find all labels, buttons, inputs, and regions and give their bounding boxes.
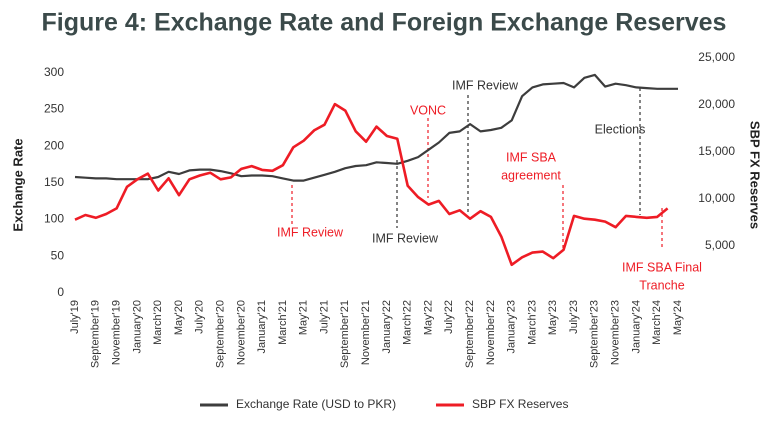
data-line [74, 73, 678, 182]
x-tick-label: July'21 [318, 300, 330, 334]
x-tick-label: November'22 [485, 300, 497, 365]
y2-axis-label: SBP FX Reserves [748, 121, 763, 229]
y-tick-label: 100 [44, 212, 64, 226]
y-tick-label: 300 [44, 65, 64, 79]
y-tick-label: 50 [51, 248, 65, 262]
x-tick-label: March'22 [402, 300, 414, 345]
x-tick-label: January'21 [256, 300, 268, 353]
x-tick-label: January'23 [506, 300, 518, 353]
annotation: IMF SBA [506, 150, 557, 164]
x-tick-label: March'21 [277, 300, 289, 345]
x-tick-label: March'23 [526, 300, 538, 345]
legend-label: SBP FX Reserves [472, 397, 568, 411]
y-tick-label: 200 [44, 138, 64, 152]
y2-tick-label: 20,000 [698, 97, 735, 111]
x-tick-label: November'19 [110, 300, 122, 365]
x-tick-label: July'19 [69, 300, 81, 334]
x-tick-label: May'21 [298, 300, 310, 335]
x-tick-label: January'22 [381, 300, 393, 353]
y2-tick-label: 10,000 [698, 191, 735, 205]
y-tick-label: 250 [44, 102, 64, 116]
x-tick-label: September'23 [589, 300, 601, 368]
y-tick-label: 150 [44, 175, 64, 189]
x-tick-label: July'20 [194, 300, 206, 334]
x-tick-label: November'21 [360, 300, 372, 365]
legend-label: Exchange Rate (USD to PKR) [236, 397, 396, 411]
x-tick-label: September'20 [214, 300, 226, 368]
annotation: agreement [501, 168, 561, 182]
x-tick-label: September'22 [464, 300, 476, 368]
y-axis-label: Exchange Rate [10, 138, 25, 231]
x-tick-label: September'21 [339, 300, 351, 368]
annotation: Tranche [639, 278, 684, 292]
annotation: IMF Review [372, 231, 439, 245]
annotation: IMF SBA Final [622, 260, 702, 274]
x-tick-label: July'23 [568, 300, 580, 334]
x-tick-label: January'24 [630, 300, 642, 353]
x-tick-label: March'24 [651, 300, 663, 345]
data-line [74, 102, 669, 267]
y2-tick-label: 15,000 [698, 144, 735, 158]
x-tick-label: May'20 [173, 300, 185, 335]
x-tick-label: March'20 [152, 300, 164, 345]
chart-title: Figure 4: Exchange Rate and Foreign Exch… [42, 9, 727, 37]
annotation: IMF Review [452, 78, 519, 92]
x-tick-label: May'22 [422, 300, 434, 335]
x-tick-label: May'24 [672, 300, 684, 335]
x-tick-label: September'19 [90, 300, 102, 368]
x-tick-label: May'23 [547, 300, 559, 335]
y2-tick-label: 25,000 [698, 50, 735, 64]
y2-tick-label: 5,000 [705, 238, 735, 252]
annotation: Elections [595, 122, 646, 136]
x-tick-label: January'20 [131, 300, 143, 353]
annotation: VONC [410, 103, 446, 117]
annotation: IMF Review [277, 225, 344, 239]
y-tick-label: 0 [57, 285, 64, 299]
x-tick-label: November'23 [610, 300, 622, 365]
x-tick-label: November'20 [235, 300, 247, 365]
x-tick-label: July'22 [443, 300, 455, 334]
